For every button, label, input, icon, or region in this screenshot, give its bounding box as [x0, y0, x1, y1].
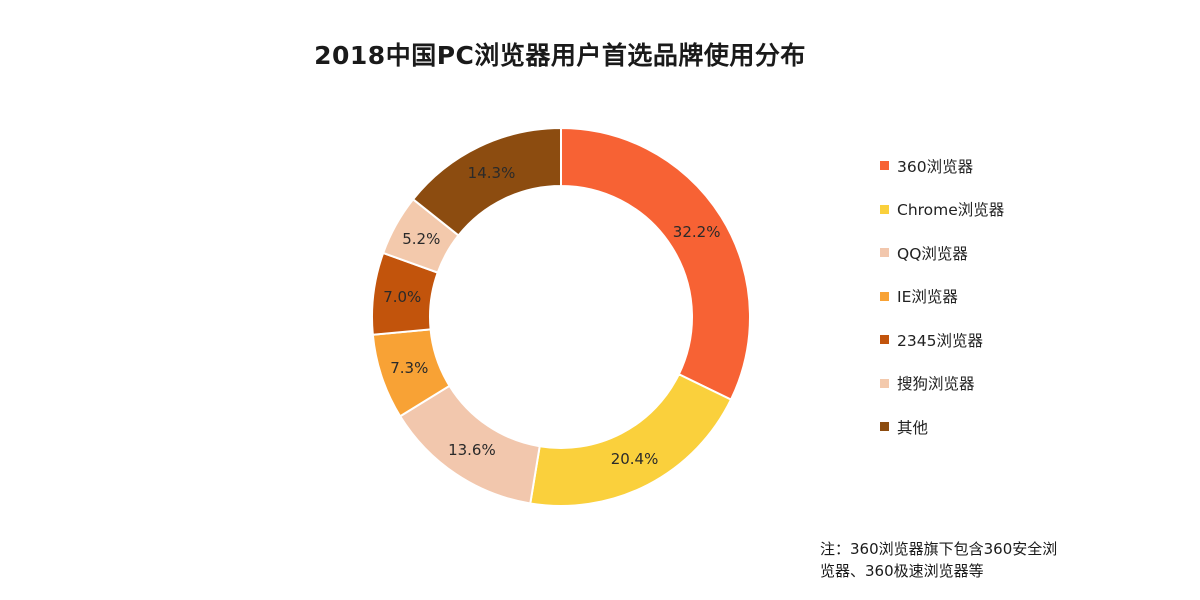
slice-value-label: 5.2%: [402, 230, 440, 248]
donut-slices: [371, 126, 751, 507]
footnote-line-1: 注：360浏览器旗下包含360安全浏: [820, 540, 1058, 558]
legend-item: 2345浏览器: [880, 318, 1004, 362]
donut-slice-1: [560, 126, 751, 401]
legend-label: 搜狗浏览器: [897, 375, 975, 394]
legend-label: IE浏览器: [897, 288, 958, 307]
donut-labels: 32.2% 20.4% 13.6% 7.3% 7.0% 5.2% 14.3%: [383, 164, 720, 468]
donut-slice-2: [529, 372, 733, 507]
slice-value-label: 20.4%: [611, 450, 659, 468]
slice-value-label: 7.0%: [383, 288, 421, 306]
legend-swatch: [880, 248, 889, 258]
legend-label: Chrome浏览器: [897, 201, 1005, 220]
footnote-line-2: 览器、360极速浏览器等: [820, 562, 984, 580]
legend-item: IE浏览器: [880, 275, 1004, 319]
legend-item: 360浏览器: [880, 144, 1004, 188]
legend-label: 其他: [897, 418, 929, 437]
legend-item: 搜狗浏览器: [880, 362, 1004, 406]
legend-item: Chrome浏览器: [880, 188, 1004, 232]
legend-swatch: [880, 204, 889, 214]
donut-slice-7: [411, 126, 562, 237]
chart-legend: 360浏览器 Chrome浏览器 QQ浏览器 IE浏览器 2345浏览器 搜狗浏览器其他: [880, 144, 1004, 449]
legend-swatch: [880, 335, 889, 345]
legend-item: 其他: [880, 405, 1004, 449]
legend-label: 2345浏览器: [897, 331, 983, 350]
slice-value-label: 32.2%: [673, 223, 721, 241]
legend-swatch: [880, 291, 889, 301]
legend-swatch: [880, 378, 889, 388]
legend-swatch: [880, 161, 889, 171]
legend-label: QQ浏览器: [897, 244, 968, 263]
legend-item: QQ浏览器: [880, 231, 1004, 275]
slice-value-label: 13.6%: [448, 441, 496, 459]
slice-value-label: 7.3%: [390, 359, 428, 377]
footnote: 注：360浏览器旗下包含360安全浏 览器、360极速浏览器等: [820, 538, 1100, 582]
legend-swatch: [880, 422, 889, 432]
chart-title: 2018中国PC浏览器用户首选品牌使用分布: [314, 41, 806, 70]
slice-value-label: 14.3%: [468, 164, 516, 182]
legend-label: 360浏览器: [897, 157, 974, 176]
